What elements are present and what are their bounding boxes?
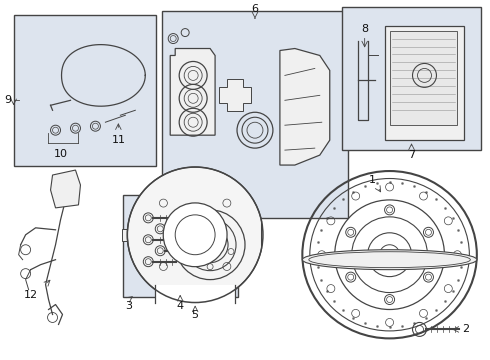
Bar [162,11,348,218]
Text: 8: 8 [361,24,368,33]
Ellipse shape [302,250,477,270]
Text: 10: 10 [53,149,68,159]
Bar [123,195,238,297]
Polygon shape [127,167,262,302]
Bar [385,26,465,140]
Text: 4: 4 [176,301,184,311]
Circle shape [163,203,227,267]
Text: 12: 12 [24,289,38,300]
Text: 1: 1 [369,175,376,185]
Polygon shape [280,49,330,165]
Bar [122,229,130,241]
Text: 6: 6 [251,4,258,14]
Text: 2: 2 [462,324,469,334]
Text: 5: 5 [192,310,198,320]
Bar [390,31,457,125]
Bar [14,15,156,166]
Text: 7: 7 [408,150,415,160]
Text: 9: 9 [4,95,11,105]
Polygon shape [155,285,235,310]
Bar [342,7,481,150]
Polygon shape [50,170,80,208]
Polygon shape [170,49,215,135]
Polygon shape [219,80,251,111]
Text: 11: 11 [111,135,125,145]
Text: 3: 3 [125,301,132,311]
